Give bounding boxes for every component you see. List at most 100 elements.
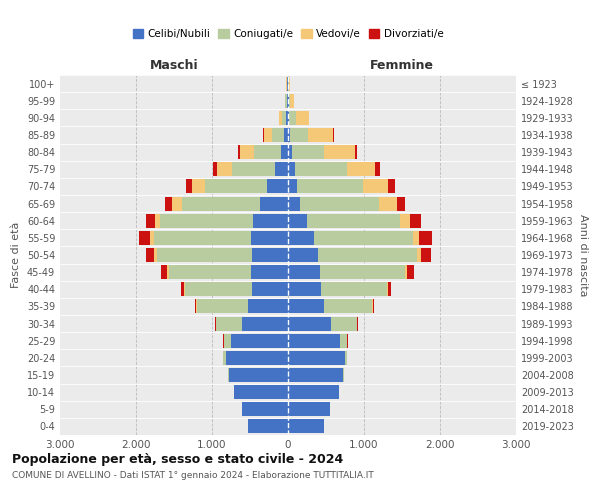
Bar <box>284 128 288 142</box>
Y-axis label: Anni di nascita: Anni di nascita <box>578 214 587 296</box>
Bar <box>419 231 432 245</box>
Bar <box>232 162 275 176</box>
Bar <box>287 94 288 108</box>
Bar <box>184 282 185 296</box>
Bar <box>167 265 169 279</box>
Bar <box>376 162 380 176</box>
Bar <box>417 248 421 262</box>
Text: Popolazione per età, sesso e stato civile - 2024: Popolazione per età, sesso e stato civil… <box>12 452 343 466</box>
Bar <box>288 196 300 210</box>
Bar <box>248 420 288 434</box>
Bar <box>288 111 289 125</box>
Bar <box>289 76 290 90</box>
Bar <box>288 368 343 382</box>
Bar <box>272 128 284 142</box>
Bar <box>253 214 288 228</box>
Bar <box>240 145 254 159</box>
Bar <box>279 111 282 125</box>
Bar <box>288 420 325 434</box>
Bar <box>387 282 388 296</box>
Bar <box>286 111 288 125</box>
Bar <box>317 248 417 262</box>
Bar <box>324 145 355 159</box>
Bar <box>296 111 309 125</box>
Text: COMUNE DI AVELLINO - Dati ISTAT 1° gennaio 2024 - Elaborazione TUTTITALIA.IT: COMUNE DI AVELLINO - Dati ISTAT 1° genna… <box>12 471 374 480</box>
Bar <box>234 385 288 399</box>
Bar <box>154 248 157 262</box>
Bar <box>288 282 320 296</box>
Bar <box>286 94 287 108</box>
Bar <box>340 334 347 347</box>
Bar <box>388 180 395 194</box>
Bar <box>288 94 289 108</box>
Bar <box>231 334 288 347</box>
Bar <box>410 214 421 228</box>
Bar <box>320 282 387 296</box>
Bar <box>214 162 217 176</box>
Bar <box>379 196 397 210</box>
Bar <box>217 162 232 176</box>
Bar <box>288 402 330 416</box>
Bar <box>421 248 431 262</box>
Bar <box>160 214 253 228</box>
Bar <box>216 316 242 330</box>
Bar <box>164 196 172 210</box>
Bar <box>407 265 414 279</box>
Bar <box>281 145 288 159</box>
Bar <box>223 351 226 365</box>
Bar <box>320 265 405 279</box>
Bar <box>192 180 205 194</box>
Bar <box>151 231 154 245</box>
Bar <box>288 385 339 399</box>
Bar <box>182 196 260 210</box>
Bar <box>345 351 347 365</box>
Bar <box>295 162 347 176</box>
Bar <box>288 300 325 314</box>
Legend: Celibi/Nubili, Coniugati/e, Vedovi/e, Divorziati/e: Celibi/Nubili, Coniugati/e, Vedovi/e, Di… <box>128 24 448 43</box>
Bar <box>288 128 290 142</box>
Bar <box>248 300 288 314</box>
Bar <box>297 180 363 194</box>
Text: Femmine: Femmine <box>370 58 434 71</box>
Bar <box>224 334 231 347</box>
Bar <box>263 128 264 142</box>
Bar <box>251 231 288 245</box>
Bar <box>268 180 288 194</box>
Bar <box>288 316 331 330</box>
Bar <box>288 248 317 262</box>
Bar <box>146 214 155 228</box>
Bar <box>252 282 288 296</box>
Bar <box>205 180 268 194</box>
Bar <box>288 180 297 194</box>
Bar <box>187 180 192 194</box>
Bar <box>347 162 376 176</box>
Bar <box>242 316 288 330</box>
Text: Maschi: Maschi <box>149 58 199 71</box>
Bar <box>185 282 252 296</box>
Bar <box>181 282 184 296</box>
Bar <box>300 196 379 210</box>
Bar <box>397 196 405 210</box>
Bar <box>308 128 333 142</box>
Bar <box>288 162 295 176</box>
Bar <box>325 300 373 314</box>
Bar <box>355 145 357 159</box>
Bar <box>282 111 286 125</box>
Bar <box>288 334 340 347</box>
Bar <box>333 128 334 142</box>
Bar <box>288 351 345 365</box>
Bar <box>400 214 410 228</box>
Bar <box>254 145 281 159</box>
Bar <box>264 128 272 142</box>
Bar <box>229 368 288 382</box>
Bar <box>251 265 288 279</box>
Bar <box>275 162 288 176</box>
Bar <box>195 300 196 314</box>
Bar <box>155 214 160 228</box>
Bar <box>288 231 314 245</box>
Bar <box>288 214 307 228</box>
Bar <box>314 231 413 245</box>
Y-axis label: Fasce di età: Fasce di età <box>11 222 21 288</box>
Bar <box>251 248 288 262</box>
Bar <box>139 231 151 245</box>
